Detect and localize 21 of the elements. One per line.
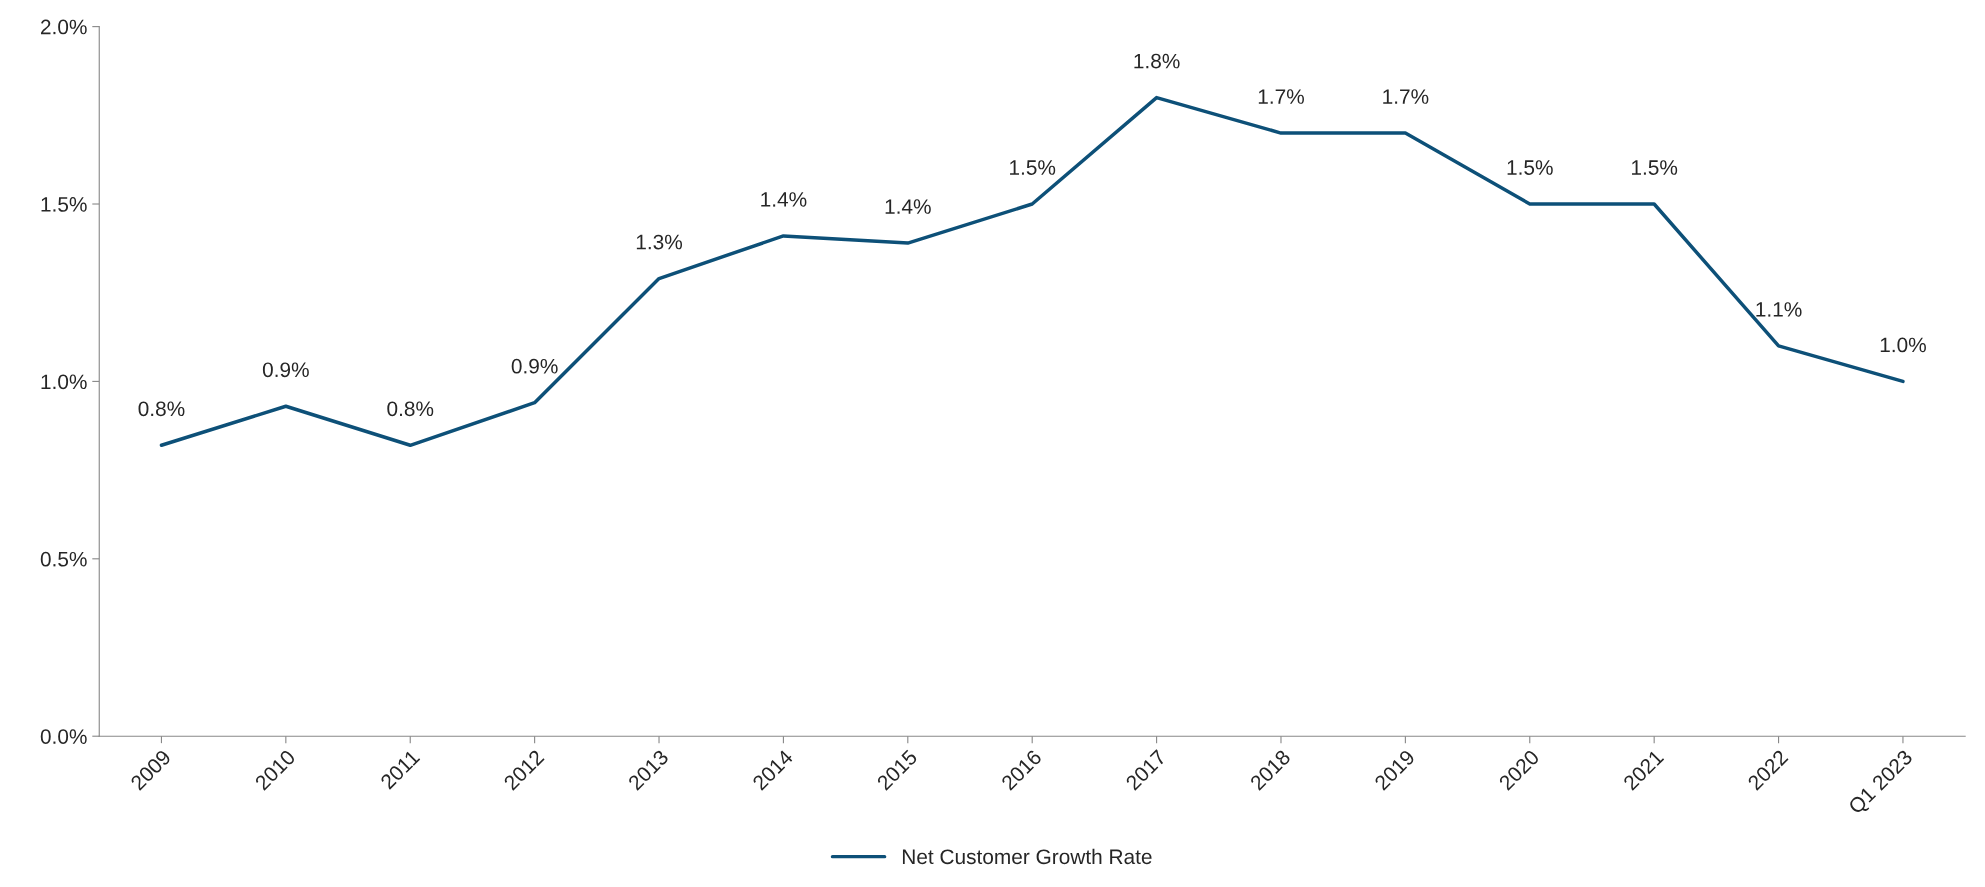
data-label: 0.9% <box>511 358 558 374</box>
data-label: 0.8% <box>387 401 434 417</box>
data-label: 1.7% <box>1383 89 1429 104</box>
data-label: 1.5% <box>1507 160 1553 175</box>
data-label: 1.4% <box>761 192 807 207</box>
data-label: 1.3% <box>636 234 683 250</box>
data-label: 0.9% <box>262 362 309 378</box>
y-tick-label: 1.5% <box>41 197 87 212</box>
y-tick-label: 2.0% <box>41 19 87 35</box>
legend-label: Net Customer Growth Rate <box>902 848 1152 865</box>
data-label: 1.5% <box>1632 160 1678 175</box>
data-label: 1.1% <box>1756 302 1802 317</box>
data-label: 1.0% <box>1880 337 1926 353</box>
data-label: 1.8% <box>1134 53 1180 69</box>
y-tick-label: 1.0% <box>41 374 87 390</box>
y-tick-label: 0.5% <box>40 551 87 567</box>
data-label: 0.8% <box>138 401 185 417</box>
data-label: 1.4% <box>885 199 931 214</box>
data-label: 1.7% <box>1258 89 1304 104</box>
y-tick-label: 0.0% <box>40 729 87 744</box>
data-label: 1.5% <box>1010 160 1056 175</box>
